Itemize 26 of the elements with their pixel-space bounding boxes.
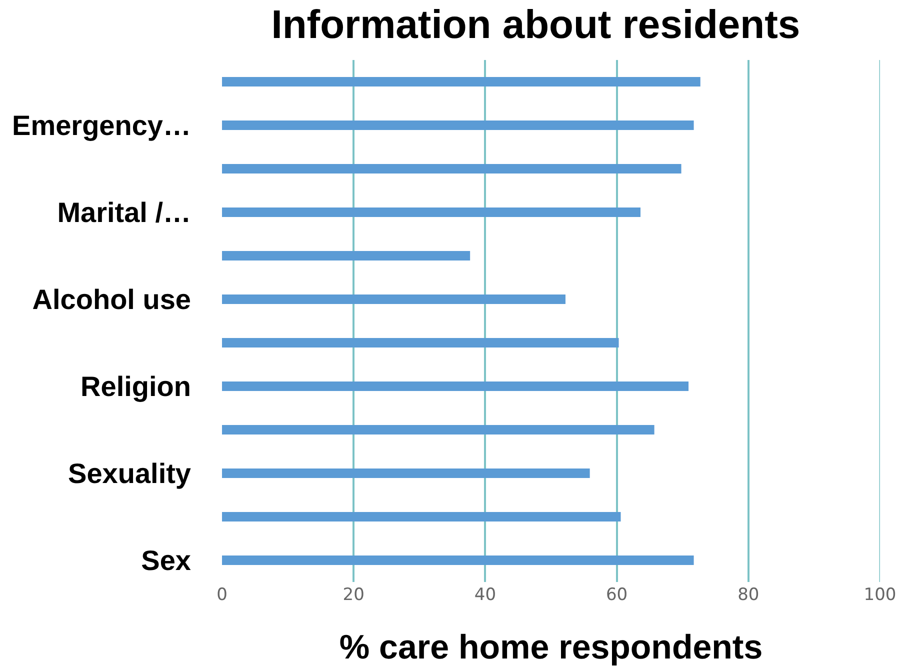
x-tick-label: 60 xyxy=(606,585,628,605)
x-axis-title: % care home respondents xyxy=(339,628,763,666)
bar xyxy=(222,555,694,566)
y-tick-label: Emergency… xyxy=(12,110,191,142)
bar xyxy=(222,381,689,392)
bar xyxy=(222,120,694,130)
x-tick-label: 0 xyxy=(216,585,228,605)
y-tick-label: Religion xyxy=(80,371,191,402)
x-tick-label: 20 xyxy=(342,585,364,605)
bar xyxy=(222,207,640,218)
bar xyxy=(222,164,682,174)
y-tick-label: Alcohol use xyxy=(32,284,191,316)
bar xyxy=(222,512,621,522)
x-tick-label: 80 xyxy=(738,585,760,605)
chart-title: Information about residents xyxy=(271,3,800,48)
bar xyxy=(222,294,566,304)
y-tick-label: Sexuality xyxy=(68,458,192,490)
bar xyxy=(222,250,470,261)
bar xyxy=(222,76,700,87)
y-tick-label: Sex xyxy=(141,545,192,576)
bar xyxy=(222,424,654,435)
x-tick-label: 40 xyxy=(474,585,496,605)
y-tick-label: Marital /… xyxy=(57,197,191,228)
x-tick-label: 100 xyxy=(864,585,896,605)
bar xyxy=(222,338,619,348)
bar xyxy=(222,468,590,478)
